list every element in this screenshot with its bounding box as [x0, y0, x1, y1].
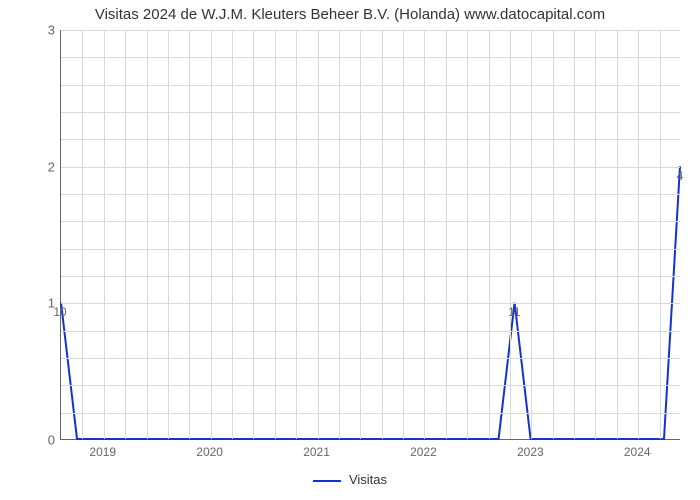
point-label: 4 — [677, 169, 684, 183]
gridline-vertical — [104, 30, 105, 439]
gridline-vertical — [232, 30, 233, 439]
gridline-horizontal — [61, 303, 680, 304]
gridline-horizontal — [61, 221, 680, 222]
line-series — [61, 30, 680, 439]
gridline-horizontal — [61, 276, 680, 277]
gridline-vertical — [275, 30, 276, 439]
plot-area — [60, 30, 680, 440]
gridline-horizontal — [61, 358, 680, 359]
gridline-vertical — [296, 30, 297, 439]
legend-swatch — [313, 480, 341, 482]
y-tick-label: 1 — [5, 296, 55, 311]
gridline-vertical — [489, 30, 490, 439]
x-tick-label: 2024 — [624, 445, 651, 459]
gridline-vertical — [510, 30, 511, 439]
gridline-vertical — [595, 30, 596, 439]
x-tick-label: 2021 — [303, 445, 330, 459]
y-tick-label: 2 — [5, 159, 55, 174]
gridline-horizontal — [61, 194, 680, 195]
x-tick-label: 2022 — [410, 445, 437, 459]
gridline-vertical — [318, 30, 319, 439]
chart-title: Visitas 2024 de W.J.M. Kleuters Beheer B… — [0, 6, 700, 23]
gridline-vertical — [125, 30, 126, 439]
gridline-vertical — [553, 30, 554, 439]
gridline-vertical — [403, 30, 404, 439]
gridline-vertical — [617, 30, 618, 439]
gridline-vertical — [424, 30, 425, 439]
point-label: 11 — [508, 305, 520, 319]
gridline-vertical — [382, 30, 383, 439]
y-tick-label: 0 — [5, 433, 55, 448]
gridline-vertical — [660, 30, 661, 439]
gridline-vertical — [82, 30, 83, 439]
gridline-vertical — [446, 30, 447, 439]
point-label: 10 — [53, 305, 66, 319]
gridline-horizontal — [61, 331, 680, 332]
gridline-vertical — [339, 30, 340, 439]
x-tick-label: 2023 — [517, 445, 544, 459]
gridline-horizontal — [61, 167, 680, 168]
x-tick-label: 2019 — [89, 445, 116, 459]
gridline-vertical — [467, 30, 468, 439]
gridline-vertical — [189, 30, 190, 439]
gridline-horizontal — [61, 57, 680, 58]
gridline-vertical — [360, 30, 361, 439]
gridline-horizontal — [61, 385, 680, 386]
gridline-vertical — [531, 30, 532, 439]
gridline-horizontal — [61, 139, 680, 140]
gridline-horizontal — [61, 249, 680, 250]
gridline-vertical — [253, 30, 254, 439]
chart-container: Visitas 2024 de W.J.M. Kleuters Beheer B… — [0, 0, 700, 500]
gridline-horizontal — [61, 413, 680, 414]
gridline-horizontal — [61, 30, 680, 31]
legend-label: Visitas — [349, 472, 387, 487]
gridline-vertical — [638, 30, 639, 439]
legend: Visitas — [0, 472, 700, 487]
gridline-vertical — [211, 30, 212, 439]
gridline-horizontal — [61, 112, 680, 113]
y-tick-label: 3 — [5, 23, 55, 38]
gridline-vertical — [168, 30, 169, 439]
gridline-horizontal — [61, 85, 680, 86]
gridline-vertical — [147, 30, 148, 439]
gridline-vertical — [574, 30, 575, 439]
x-tick-label: 2020 — [196, 445, 223, 459]
